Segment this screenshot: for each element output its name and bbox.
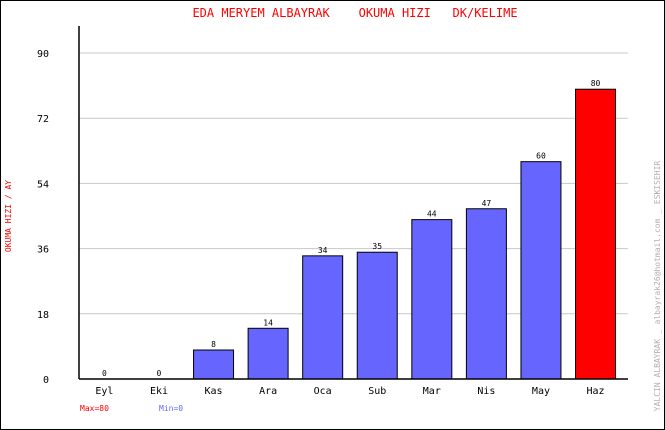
y-tick-label: 90 xyxy=(37,49,49,60)
y-tick-label: 0 xyxy=(43,375,49,386)
y-tick-label: 36 xyxy=(37,245,49,256)
data-label: 60 xyxy=(536,152,546,161)
data-label: 80 xyxy=(591,79,601,88)
max-label: Max=80 xyxy=(80,404,109,413)
credit-text: YALCIN ALBAYRAK _ albayrak26@hotmail.com… xyxy=(653,161,662,412)
data-label: 14 xyxy=(263,318,273,327)
x-tick-label: Mar xyxy=(423,386,441,397)
bar xyxy=(193,349,235,380)
chart-title: EDA MERYEM ALBAYRAK OKUMA HIZI DK/KELIME xyxy=(192,6,517,20)
x-tick-label: Sub xyxy=(368,386,386,397)
data-label: 34 xyxy=(318,246,328,255)
y-tick-label: 54 xyxy=(37,179,49,190)
x-tick-label: Ara xyxy=(259,386,277,397)
data-label: 0 xyxy=(157,369,162,378)
bar xyxy=(302,255,344,380)
bar xyxy=(247,327,289,380)
data-label: 0 xyxy=(102,369,107,378)
y-tick-label: 18 xyxy=(37,310,49,321)
y-tick-label: 72 xyxy=(37,114,49,125)
x-tick-label: Nis xyxy=(477,386,495,397)
y-axis-label: OKUMA HIZI / AY xyxy=(4,180,13,252)
data-label: 47 xyxy=(482,199,492,208)
data-label: 8 xyxy=(211,340,216,349)
x-tick-label: Eyl xyxy=(95,386,113,397)
min-label: Min=0 xyxy=(159,404,183,413)
bar xyxy=(411,219,453,380)
x-tick-label: Oca xyxy=(314,386,332,397)
bar xyxy=(465,208,507,380)
x-tick-label: May xyxy=(532,386,550,397)
bar xyxy=(520,161,562,380)
data-label: 44 xyxy=(427,210,437,219)
x-tick-label: Haz xyxy=(586,386,604,397)
bar xyxy=(575,88,617,380)
data-label: 35 xyxy=(372,242,382,251)
bar xyxy=(356,251,398,380)
x-tick-label: Eki xyxy=(150,386,168,397)
x-tick-label: Kas xyxy=(205,386,223,397)
